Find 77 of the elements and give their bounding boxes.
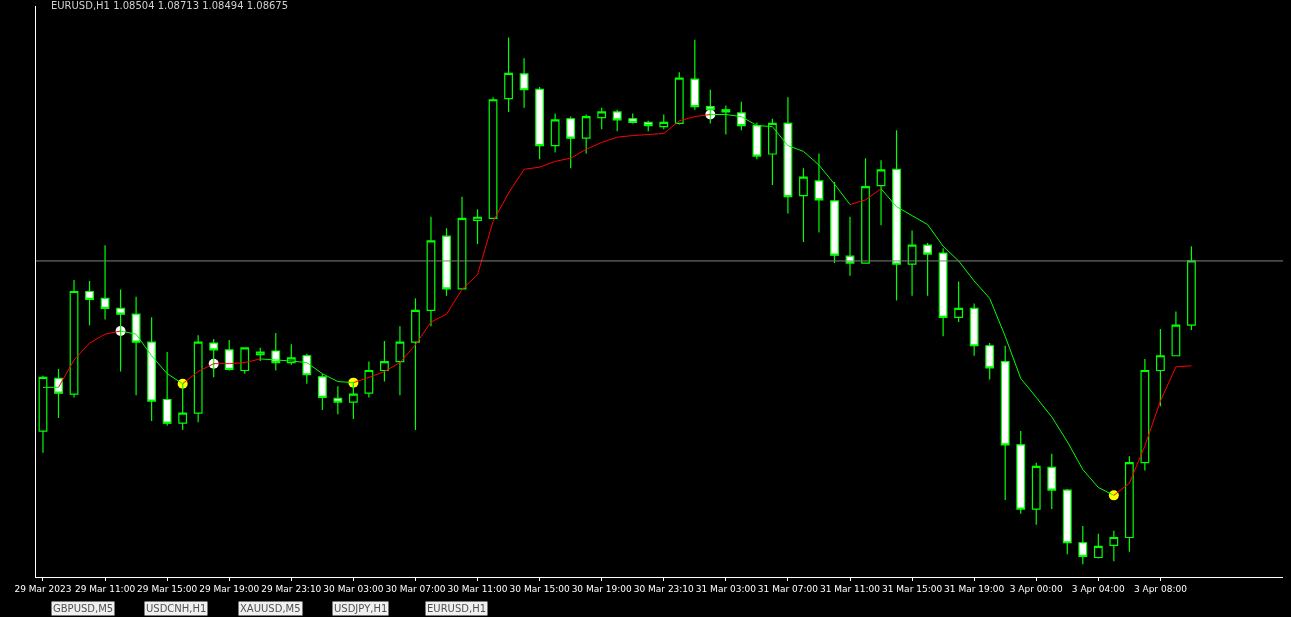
x-tick-label: 30 Mar 03:00 — [323, 583, 384, 594]
candlestick — [504, 37, 513, 113]
candlestick — [519, 57, 529, 109]
x-tick-label: 3 Apr 08:00 — [1133, 583, 1188, 594]
candlestick — [457, 196, 467, 290]
candlestick — [1047, 453, 1057, 510]
x-tick-label: 29 Mar 15:00 — [137, 583, 198, 594]
x-tick-label: 3 Apr 04:00 — [1071, 583, 1126, 594]
candlestick — [1062, 488, 1072, 555]
candlestick — [380, 340, 389, 383]
candlestick — [907, 229, 917, 297]
candlestick — [69, 279, 79, 398]
x-tick-label: 29 Mar 19:00 — [199, 583, 260, 594]
candlestick — [1093, 533, 1103, 560]
x-tick-label: 30 Mar 15:00 — [509, 583, 570, 594]
x-tick-label: 29 Mar 2023 — [14, 583, 72, 594]
candlestick — [442, 227, 451, 297]
chart-title: EURUSD,H1 1.08504 1.08713 1.08494 1.08675 — [50, 0, 289, 11]
candlestick — [861, 157, 870, 264]
x-tick-label: 31 Mar 19:00 — [944, 583, 1005, 594]
x-tick-label: 30 Mar 11:00 — [447, 583, 508, 594]
x-tick-label: 31 Mar 15:00 — [882, 583, 943, 594]
candlestick — [395, 325, 405, 396]
candlestick — [411, 297, 420, 431]
candlestick — [597, 107, 607, 130]
text: USDJPY,H1 — [334, 603, 388, 614]
candlestick — [1155, 328, 1165, 407]
candlestick — [488, 96, 498, 219]
text: GBPUSD,M5 — [53, 603, 114, 614]
candlestick — [1016, 430, 1026, 515]
x-tick-label: 30 Mar 07:00 — [385, 583, 446, 594]
x-tick-label: 30 Mar 23:10 — [633, 583, 695, 594]
candlestick — [581, 113, 591, 155]
candlestick — [566, 116, 576, 169]
candlestick — [1031, 462, 1041, 526]
candlestick — [923, 242, 932, 297]
candlestick — [1140, 358, 1150, 472]
x-tick-label: 30 Mar 19:00 — [571, 583, 633, 594]
candlestick — [628, 112, 638, 125]
candlestick — [659, 113, 669, 130]
x-tick-label: 29 Mar 11:00 — [75, 583, 136, 594]
candlestick — [799, 167, 808, 243]
candlestick — [364, 360, 374, 398]
candlestick — [1187, 245, 1196, 331]
candlestick — [969, 303, 979, 357]
candlestick — [1171, 310, 1181, 357]
candlestick — [550, 112, 560, 154]
candlestick — [612, 109, 622, 132]
text: USDCNH,H1 — [146, 603, 207, 614]
candlestick — [985, 342, 995, 381]
candlestick — [100, 244, 110, 321]
candlestick — [954, 280, 964, 323]
text: XAUUSD,M5 — [240, 603, 301, 614]
candlestick — [426, 216, 436, 327]
candlestick — [752, 121, 762, 160]
candlestick — [193, 334, 203, 423]
text: EURUSD,H1 — [427, 603, 487, 614]
x-tick-label: 31 Mar 07:00 — [757, 583, 819, 594]
candlestick — [473, 208, 482, 245]
candlestick — [768, 118, 777, 186]
x-tick-label: 29 Mar 23:10 — [261, 583, 322, 594]
candlestick — [1078, 525, 1088, 565]
candlestick — [224, 339, 234, 372]
candlestick — [1109, 530, 1119, 562]
x-tick-label: 3 Apr 00:00 — [1009, 583, 1063, 594]
candlestick — [690, 39, 700, 111]
candlestick — [1000, 345, 1010, 501]
x-tick-label: 31 Mar 11:00 — [819, 583, 881, 594]
candlestick — [85, 280, 94, 326]
x-tick-label: 31 Mar 03:00 — [695, 583, 757, 594]
candlestick — [240, 347, 250, 375]
candlestick — [674, 71, 684, 126]
candlestick — [333, 385, 343, 415]
candlestick — [643, 120, 653, 132]
candlestick — [938, 247, 948, 337]
candlestick — [1124, 455, 1134, 553]
candlestick — [535, 86, 545, 160]
